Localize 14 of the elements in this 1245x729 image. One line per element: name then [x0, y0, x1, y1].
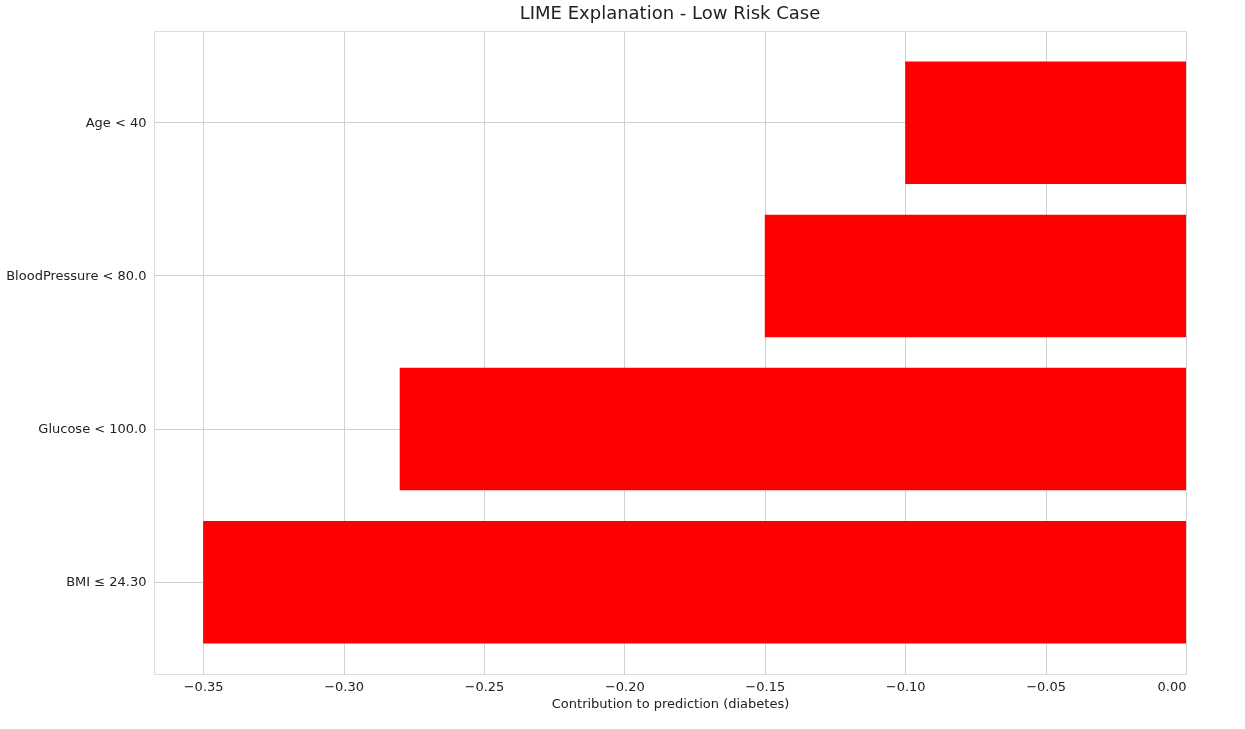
x-axis-title: Contribution to prediction (diabetes) — [551, 695, 790, 711]
y-tick-label: BloodPressure < 80.0 — [6, 267, 147, 283]
x-tick-label: −0.20 — [604, 678, 645, 694]
x-tick-label: −0.30 — [324, 678, 364, 694]
y-tick-label: Glucose < 100.0 — [38, 421, 147, 437]
x-tick-label: −0.35 — [183, 678, 224, 694]
y-tick-label: Age < 40 — [85, 114, 147, 130]
x-tick-label: −0.10 — [885, 678, 926, 694]
x-tick-label: −0.25 — [464, 678, 505, 694]
x-tick-label: 0.00 — [1157, 678, 1187, 694]
y-tick-label: BMI ≤ 24.30 — [66, 574, 147, 590]
x-tick-label: −0.15 — [745, 678, 786, 694]
chart-title: LIME Explanation - Low Risk Case — [519, 2, 821, 23]
x-tick-label: −0.05 — [1026, 678, 1067, 694]
